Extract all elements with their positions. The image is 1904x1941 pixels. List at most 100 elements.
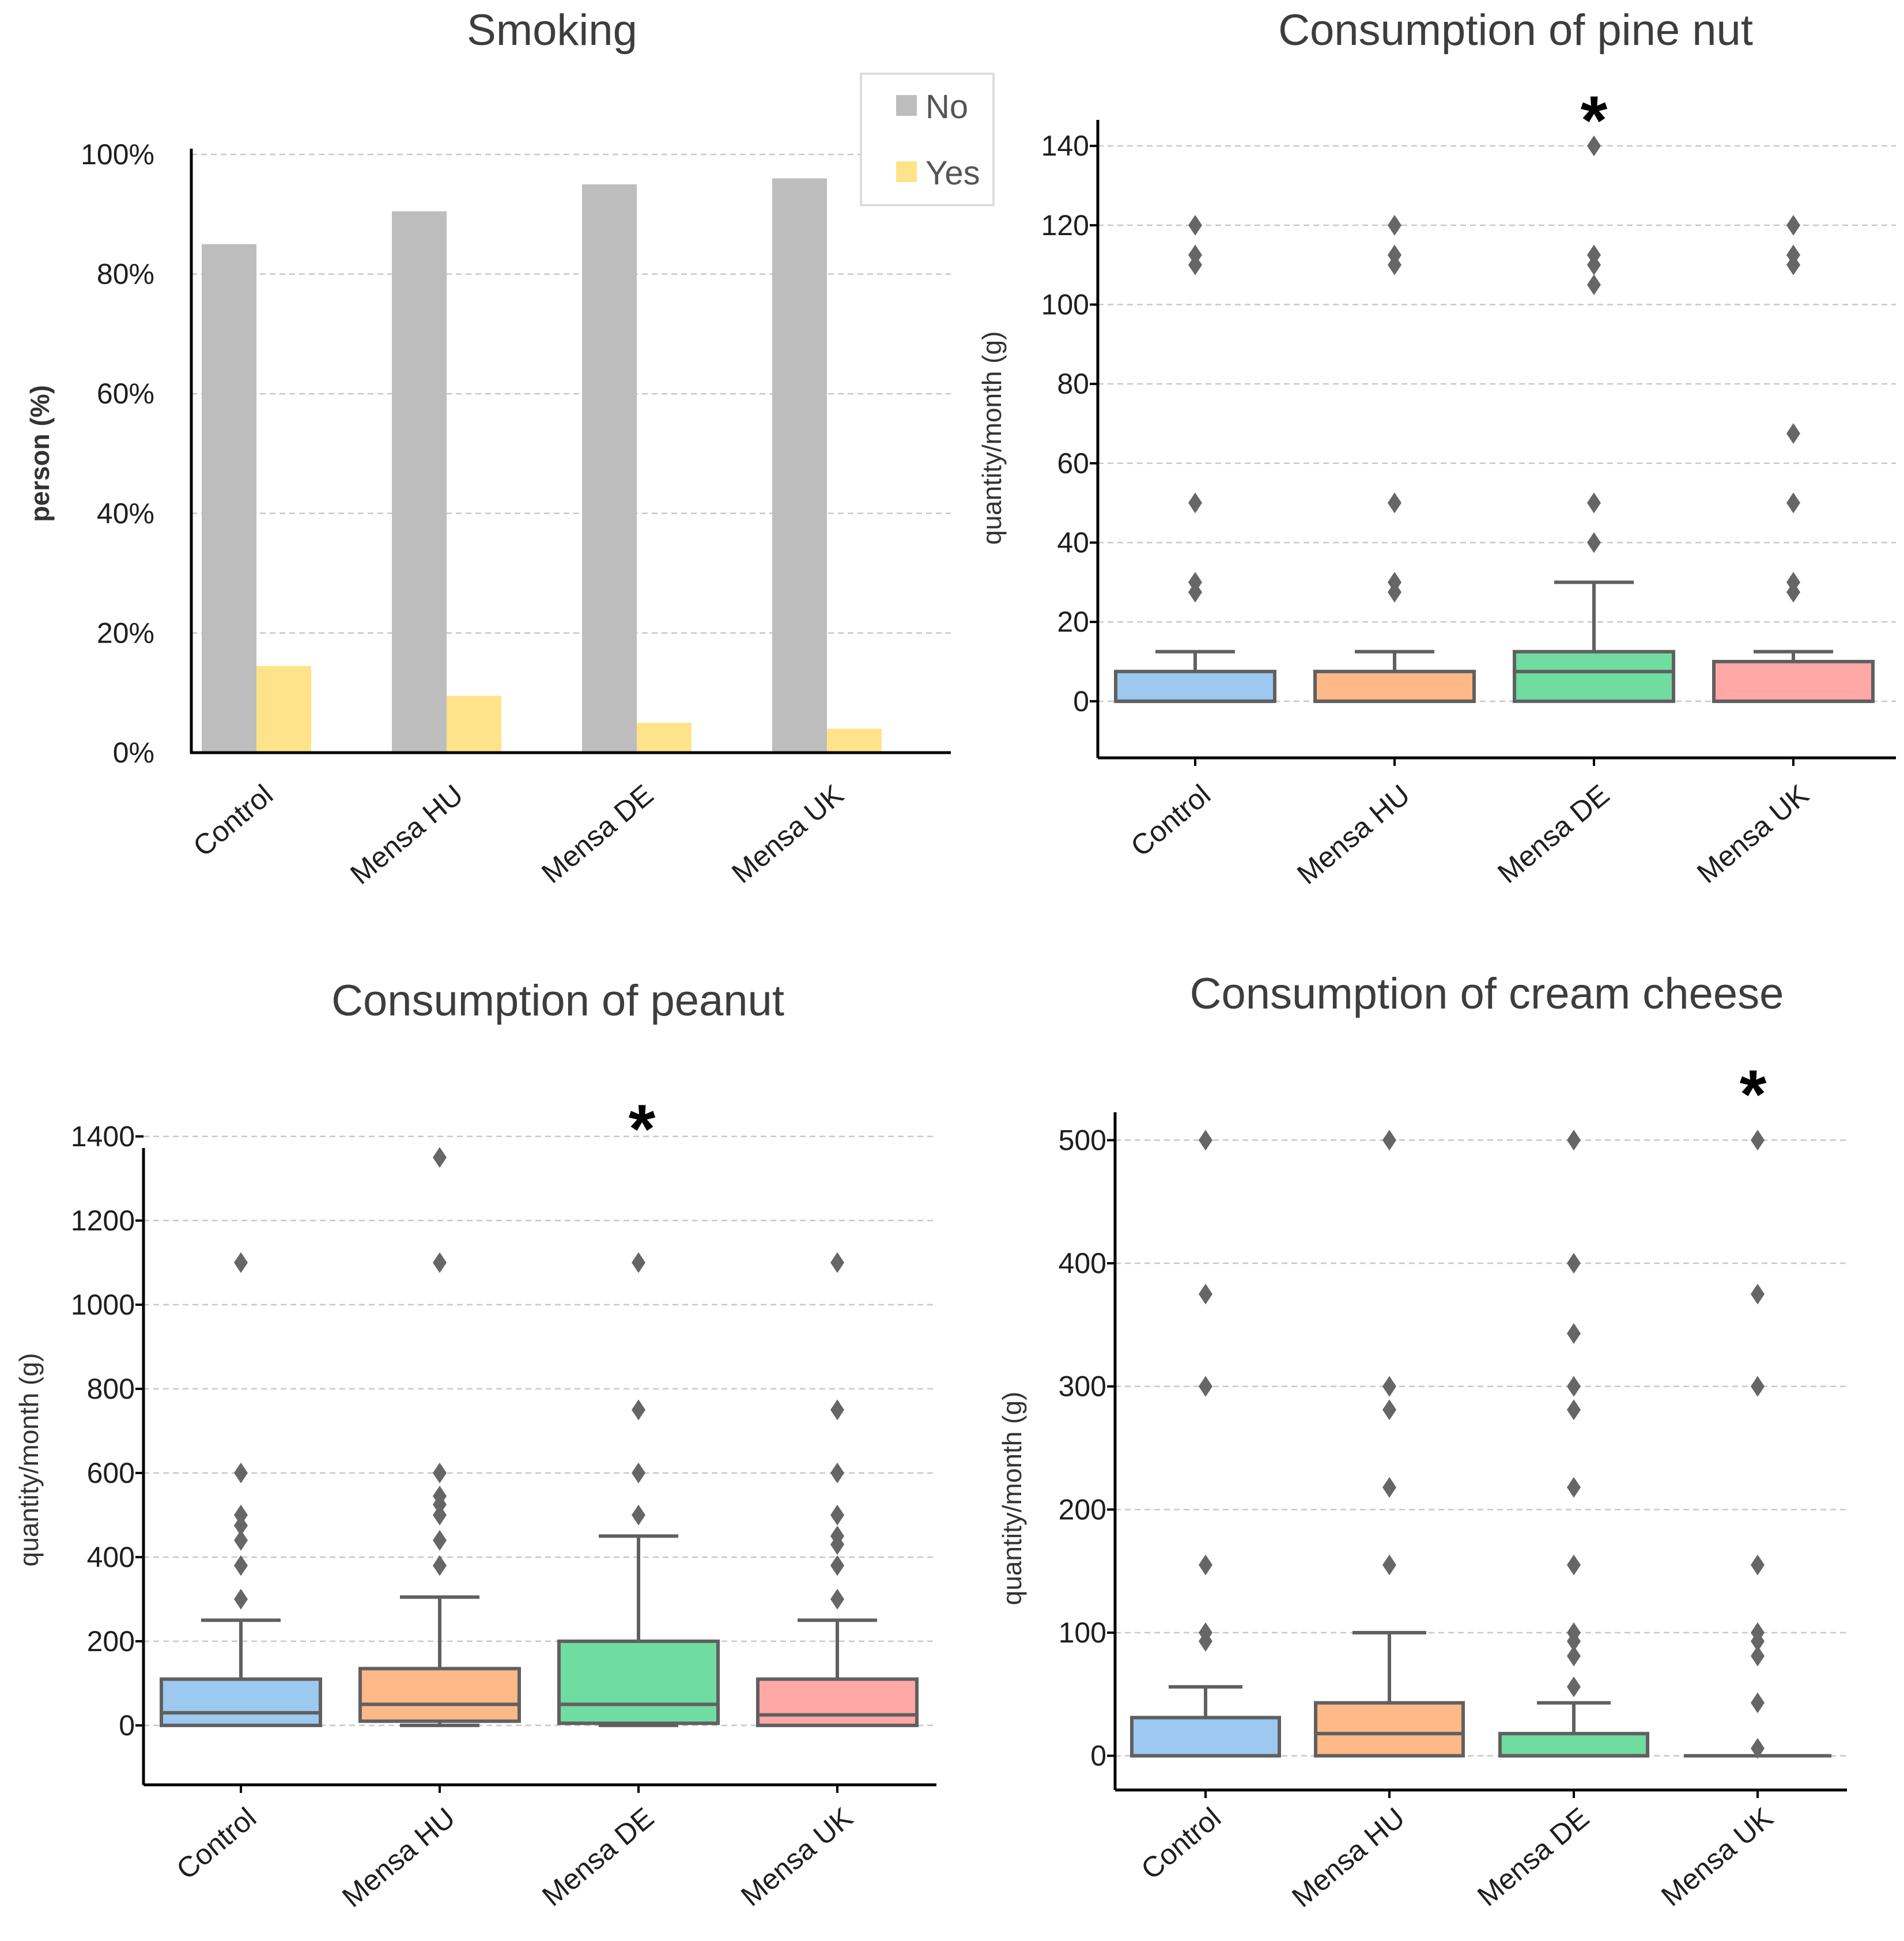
outlier-point	[830, 1588, 844, 1610]
x-tick-label: Mensa HU	[1291, 779, 1416, 891]
outlier-point	[1587, 244, 1601, 266]
outlier-point	[1567, 1323, 1581, 1344]
outlier-point	[1199, 1622, 1212, 1643]
box-mensa-hu	[358, 1147, 521, 1727]
y-tick-label: 400	[87, 1541, 135, 1573]
y-tick-label: 100	[1059, 1617, 1106, 1649]
x-tick-label: Mensa UK	[735, 1802, 859, 1913]
box-mensa-uk	[756, 1252, 919, 1727]
outlier-point	[1382, 1399, 1396, 1421]
outlier-point	[1188, 572, 1202, 593]
box-body	[1712, 659, 1875, 703]
outlier-point	[1587, 274, 1601, 296]
box-body	[358, 1667, 521, 1723]
x-tick-label: Mensa UK	[1655, 1802, 1779, 1913]
outlier-point	[234, 1462, 248, 1483]
outlier-point	[1567, 1645, 1581, 1667]
x-tick-label: Mensa DE	[1491, 779, 1615, 890]
outlier-point	[1786, 572, 1800, 593]
y-tick-label: 120	[1041, 209, 1089, 241]
bar-yes-mensa-hu	[447, 696, 501, 753]
chart-title: Consumption of pine nut	[1278, 6, 1753, 55]
outlier-point	[1567, 1476, 1581, 1498]
significance-marker: *	[629, 1090, 656, 1168]
significance-marker: *	[1740, 1056, 1767, 1133]
y-axis-label: person (%)	[25, 385, 55, 522]
outlier-point	[830, 1462, 844, 1483]
y-tick-label: 40%	[97, 497, 154, 530]
chart-4: Consumption of cream cheese quantity/mont…	[997, 969, 1847, 1913]
outlier-point	[1388, 214, 1401, 236]
box-body	[1130, 1716, 1281, 1758]
outlier-point	[1188, 244, 1202, 266]
outlier-point	[1786, 492, 1800, 513]
outlier-point	[1199, 1130, 1212, 1151]
outlier-point	[433, 1462, 447, 1483]
outlier-point	[1587, 135, 1601, 157]
chart-2: Consumption of pine nut quantity/month (g…	[977, 6, 1896, 890]
y-tick-label: 0	[119, 1709, 135, 1742]
outlier-point	[1751, 1738, 1765, 1759]
y-tick-label: 800	[87, 1373, 135, 1405]
outlier-point	[433, 1147, 447, 1168]
significance-marker: *	[1581, 82, 1608, 159]
bar-yes-mensa-uk	[827, 728, 882, 753]
x-tick-label: Mensa DE	[535, 779, 659, 890]
y-tick-label: 140	[1041, 130, 1089, 162]
box-body	[1114, 670, 1276, 703]
box-mensa-de	[557, 1252, 720, 1727]
outlier-point	[1751, 1376, 1765, 1397]
box-mensa-hu	[1313, 214, 1476, 703]
outlier-point	[1382, 1554, 1396, 1576]
chart-title: Consumption of peanut	[331, 976, 784, 1025]
outlier-point	[830, 1555, 844, 1576]
box-body	[557, 1639, 720, 1725]
y-tick-label: 300	[1059, 1370, 1106, 1403]
legend-label-yes: Yes	[925, 154, 980, 192]
outlier-point	[1199, 1554, 1212, 1576]
bar-no-mensa-de	[582, 184, 637, 753]
x-tick-label: Mensa DE	[1471, 1802, 1595, 1913]
y-tick-label: 0	[1090, 1740, 1106, 1772]
box-control	[1130, 1130, 1281, 1758]
y-tick-label: 80	[1057, 368, 1089, 400]
y-tick-label: 20%	[97, 617, 154, 649]
outlier-point	[1587, 492, 1601, 513]
outlier-point	[1382, 1376, 1396, 1397]
bar-yes-mensa-de	[637, 723, 692, 753]
outlier-point	[1751, 1283, 1765, 1305]
x-tick-label: Mensa UK	[726, 779, 849, 890]
chart-1: Smoking person (%) 0% 20% 40% 60% 80% 100% Contr…	[25, 6, 995, 890]
y-tick-label: 1400	[71, 1120, 135, 1153]
outlier-point	[234, 1555, 248, 1576]
outlier-point	[1587, 532, 1601, 553]
y-tick-label: 100	[1041, 289, 1089, 321]
outlier-point	[1382, 1130, 1396, 1151]
outlier-point	[1567, 1399, 1581, 1421]
y-tick-label: 1200	[71, 1204, 135, 1237]
box-control	[160, 1252, 322, 1727]
y-tick-label: 200	[87, 1625, 135, 1657]
y-tick-label: 1000	[71, 1289, 135, 1321]
x-tick-label: Control	[1135, 1802, 1227, 1886]
outlier-point	[1188, 214, 1202, 236]
box-body	[756, 1677, 919, 1727]
legend: No Yes	[860, 73, 995, 206]
chart-3: Consumption of peanut quantity/month (g) 0…	[14, 976, 936, 1913]
outlier-point	[1199, 1376, 1212, 1397]
outlier-point	[1388, 572, 1401, 593]
bar-no-control	[202, 244, 256, 753]
y-tick-label: 60	[1057, 447, 1089, 479]
box-mensa-uk	[1712, 214, 1875, 703]
x-tick-label: Mensa HU	[1286, 1802, 1411, 1914]
outlier-point	[830, 1504, 844, 1525]
outlier-point	[433, 1504, 447, 1525]
legend-frame	[860, 73, 995, 206]
bar-yes-control	[256, 666, 311, 753]
box-mensa-de	[1498, 1130, 1649, 1758]
x-tick-label: Mensa DE	[536, 1802, 660, 1913]
outlier-point	[1567, 1622, 1581, 1643]
outlier-point	[1567, 1130, 1581, 1151]
outlier-point	[1567, 1376, 1581, 1397]
